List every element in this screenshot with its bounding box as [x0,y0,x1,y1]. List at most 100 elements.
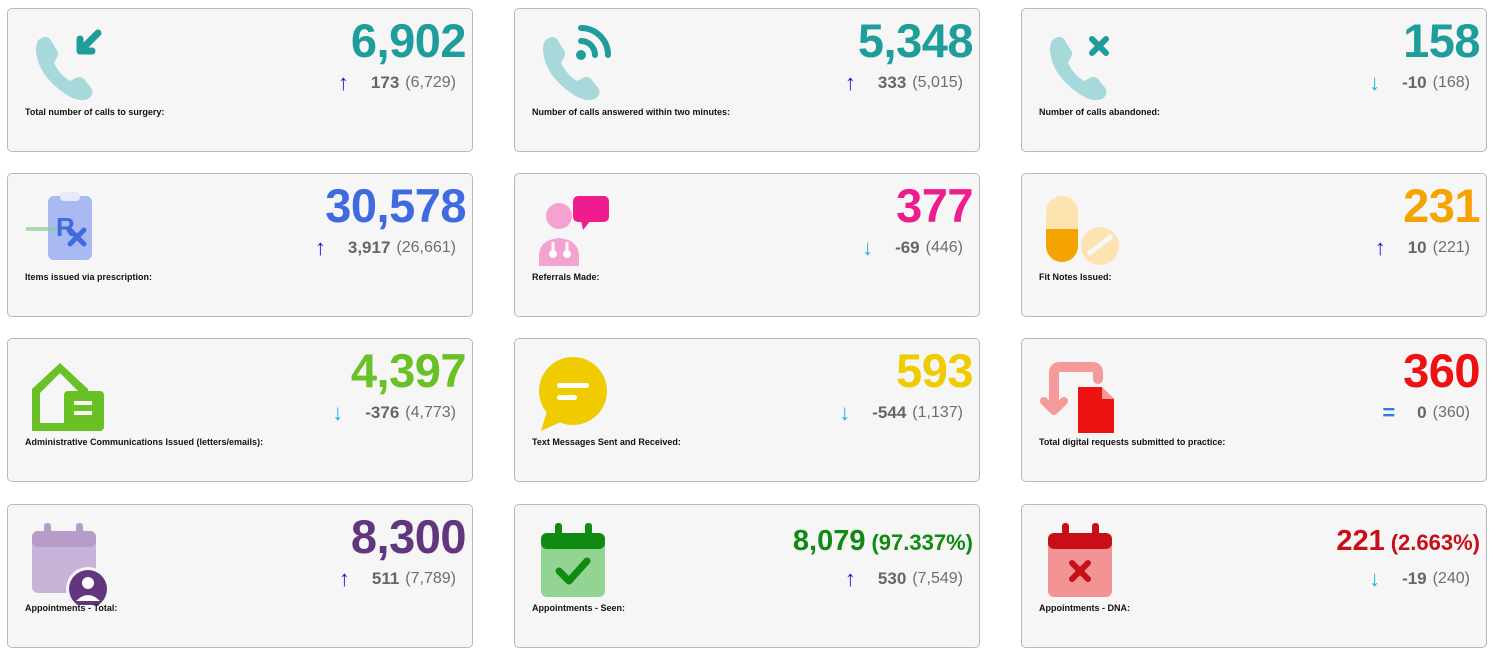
trend-up-icon: ↑ [337,70,349,95]
kpi-value: 6,902 [350,14,467,67]
mail-house-icon [26,349,116,439]
trend-down-icon: ↓ [1369,70,1381,95]
kpi-card-appointments-seen[interactable]: 8,079 (97.337%) ↑ 530 (7,549) Appointment… [514,504,980,648]
kpi-card-text-messages[interactable]: 593 ↓ -544 (1,137) Text Messages Sent an… [514,338,980,482]
kpi-percent: (2.663%) [1390,530,1480,555]
kpi-card-referrals[interactable]: 377 ↓ -69 (446) Referrals Made: [514,173,980,317]
kpi-change-value: -544 [872,403,907,422]
kpi-change-value: -19 [1402,569,1427,588]
kpi-label: Appointments - DNA: [1039,603,1130,613]
trend-up-icon: ↑ [338,566,350,591]
pills-icon [1040,184,1130,274]
kpi-value: 377 [896,179,973,232]
kpi-label: Appointments - Seen: [532,603,626,613]
kpi-change: ↓ -10 (168) [1369,70,1470,95]
kpi-change-value: 0 [1417,403,1427,422]
kpi-label: Text Messages Sent and Received: [532,437,681,447]
kpi-label: Referrals Made: [532,272,600,282]
kpi-previous-value: (7,549) [912,570,963,587]
document-transfer-icon [1040,349,1130,439]
kpi-previous-value: (360) [1432,404,1470,421]
kpi-card-calls-abandoned[interactable]: 158 ↓ -10 (168) Number of calls abandone… [1021,8,1487,152]
kpi-value: 593 [896,344,973,397]
kpi-change-value: 530 [877,569,907,588]
trend-up-icon: ↑ [314,235,326,260]
kpi-change: ↓ -19 (240) [1369,568,1470,590]
calendar-check-icon [533,515,623,605]
kpi-label: Total digital requests submitted to prac… [1039,437,1226,447]
kpi-previous-value: (240) [1432,570,1470,587]
kpi-previous-value: (446) [925,239,963,256]
trend-equal-icon: = [1382,400,1396,425]
trend-up-icon: ↑ [844,70,856,95]
phone-missed-icon [1040,19,1130,109]
kpi-label: Fit Notes Issued: [1039,272,1112,282]
kpi-previous-value: (168) [1432,74,1470,91]
kpi-change-value: 511 [371,569,400,588]
kpi-change: ↑ 530 (7,549) [844,566,963,591]
phone-incoming-icon [26,19,116,109]
kpi-change: ↑ 173 (6,729) [337,70,456,95]
kpi-card-total-calls[interactable]: 6,902 ↑ 173 (6,729) Total number of call… [7,8,473,152]
kpi-value: 158 [1403,14,1480,67]
kpi-percent: (97.337%) [871,530,973,555]
trend-up-icon: ↑ [1374,235,1386,260]
kpi-label: Administrative Communications Issued (le… [25,437,264,447]
kpi-change: ↑ 333 (5,015) [844,70,963,95]
kpi-label: Total number of calls to surgery: [25,107,165,117]
kpi-previous-value: (221) [1432,239,1470,256]
kpi-change: ↓ -376 (4,773) [332,400,456,425]
kpi-change: ↓ -69 (446) [862,235,963,260]
kpi-change: ↑ 511 (7,789) [338,566,456,591]
kpi-card-admin-comms[interactable]: 4,397 ↓ -376 (4,773) Administrative Comm… [7,338,473,482]
prescription-clipboard-icon: R [26,184,116,274]
kpi-previous-value: (4,773) [405,404,456,421]
trend-up-icon: ↑ [844,566,856,591]
kpi-change: ↓ -544 (1,137) [839,400,963,425]
kpi-previous-value: (26,661) [396,239,456,256]
kpi-previous-value: (5,015) [912,74,963,91]
kpi-change-value: -376 [365,403,400,422]
kpi-card-appointments-total[interactable]: 8,300 ↑ 511 (7,789) Appointments - Total… [7,504,473,648]
kpi-change-value: 10 [1407,238,1427,257]
kpi-change-value: -10 [1402,73,1427,92]
trend-down-icon: ↓ [332,400,344,425]
kpi-value-row: 221 (2.663%) [1336,521,1480,563]
trend-down-icon: ↓ [839,400,851,425]
kpi-previous-value: (1,137) [912,404,963,421]
kpi-value: 8,300 [350,510,467,563]
calendar-user-icon [26,515,116,605]
kpi-change: = 0 (360) [1382,400,1470,425]
kpi-change-value: 333 [877,73,907,92]
kpi-label: Appointments - Total: [25,603,118,613]
kpi-value: 231 [1403,179,1480,232]
kpi-value: 30,578 [325,179,466,232]
chat-bubble-icon [533,349,623,439]
kpi-value: 4,397 [350,344,467,397]
kpi-change: ↑ 10 (221) [1374,235,1470,260]
phone-signal-icon [533,19,623,109]
kpi-label: Number of calls answered within two minu… [532,107,731,117]
kpi-value: 8,079 [792,525,866,557]
kpi-value: 221 [1336,525,1385,557]
kpi-card-fit-notes[interactable]: 231 ↑ 10 (221) Fit Notes Issued: [1021,173,1487,317]
kpi-value-row: 8,079 (97.337%) [793,521,973,563]
kpi-change-value: 3,917 [347,238,391,257]
kpi-value: 5,348 [857,14,974,67]
trend-down-icon: ↓ [862,235,874,260]
kpi-previous-value: (7,789) [405,570,456,587]
kpi-card-digital-requests[interactable]: 360 = 0 (360) Total digital requests sub… [1021,338,1487,482]
kpi-previous-value: (6,729) [405,74,456,91]
doctor-chat-icon [533,184,623,274]
kpi-card-prescriptions[interactable]: R 30,578 ↑ 3,917 (26,661) Items issued v… [7,173,473,317]
calendar-cross-icon [1040,515,1130,605]
kpi-card-appointments-dna[interactable]: 221 (2.663%) ↓ -19 (240) Appointments - D… [1021,504,1487,648]
kpi-label: Number of calls abandoned: [1039,107,1161,117]
kpi-change-value: 173 [370,73,400,92]
kpi-change-value: -69 [895,238,920,257]
kpi-change: ↑ 3,917 (26,661) [314,235,456,260]
svg-text:R: R [56,212,75,242]
kpi-card-calls-answered[interactable]: 5,348 ↑ 333 (5,015) Number of calls answ… [514,8,980,152]
kpi-label: Items issued via prescription: [25,272,153,282]
